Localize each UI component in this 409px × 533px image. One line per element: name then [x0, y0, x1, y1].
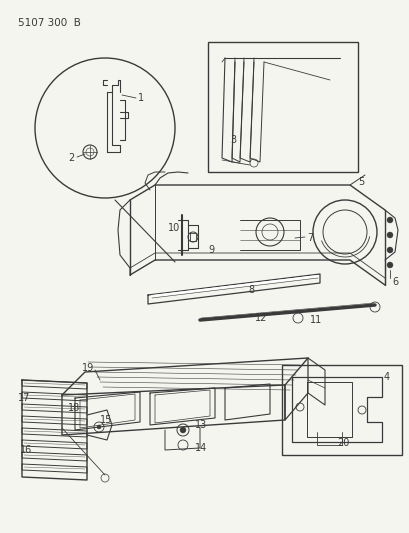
Circle shape — [386, 232, 392, 238]
Text: 10: 10 — [168, 223, 180, 233]
Text: 1: 1 — [138, 93, 144, 103]
Text: 17: 17 — [18, 393, 30, 403]
Text: 11: 11 — [309, 315, 321, 325]
Text: 14: 14 — [195, 443, 207, 453]
Text: 2: 2 — [68, 153, 74, 163]
Text: 15: 15 — [100, 415, 112, 425]
Circle shape — [386, 247, 392, 253]
Text: 3: 3 — [229, 135, 236, 145]
Circle shape — [180, 427, 186, 433]
Circle shape — [35, 58, 175, 198]
Text: 8: 8 — [247, 285, 254, 295]
Circle shape — [97, 425, 101, 429]
Text: 5107 300  B: 5107 300 B — [18, 18, 81, 28]
Circle shape — [386, 217, 392, 223]
Circle shape — [255, 218, 283, 246]
Text: 16: 16 — [20, 445, 32, 455]
Text: 9: 9 — [207, 245, 213, 255]
Text: 5: 5 — [357, 177, 363, 187]
Bar — [281, 365, 401, 455]
Text: 18: 18 — [68, 403, 80, 413]
Text: 4: 4 — [383, 372, 389, 382]
Text: 6: 6 — [391, 277, 397, 287]
Circle shape — [312, 200, 376, 264]
Text: 13: 13 — [195, 420, 207, 430]
Circle shape — [386, 262, 392, 268]
Text: 7: 7 — [306, 233, 312, 243]
Bar — [207, 42, 357, 172]
Text: 19: 19 — [82, 363, 94, 373]
Text: 20: 20 — [336, 438, 348, 448]
Text: 12: 12 — [254, 313, 267, 323]
